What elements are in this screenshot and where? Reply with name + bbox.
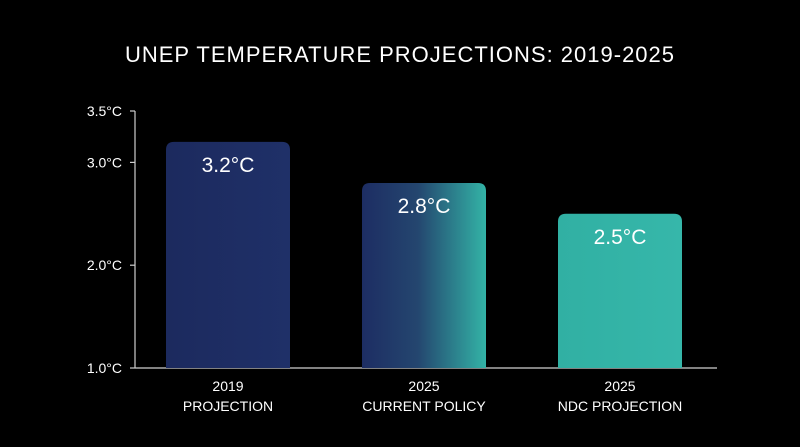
y-tick-label: 3.5°C xyxy=(87,103,122,119)
x-labels-group: 2019 PROJECTION 2025 CURRENT POLICY 2025 NDC … xyxy=(183,378,682,414)
x-category-label: 2019 xyxy=(212,378,243,394)
bar xyxy=(362,182,486,368)
x-category-label: PROJECTION xyxy=(183,398,273,414)
y-axis: 1.0°C 2.0°C 3.0°C 3.5°C xyxy=(87,103,136,376)
bar-value-label: 3.2°C xyxy=(202,154,255,177)
bar xyxy=(166,141,290,368)
x-category-label: 2025 xyxy=(408,378,439,394)
x-category-label: NDC PROJECTION xyxy=(558,398,682,414)
chart-title: UNEP TEMPERATURE PROJECTIONS: 2019-2025 xyxy=(124,42,676,67)
value-labels-group: 3.2°C 2.8°C 2.5°C xyxy=(202,154,647,249)
y-tick-label: 1.0°C xyxy=(87,360,122,376)
bar-value-label: 2.5°C xyxy=(594,226,647,249)
x-category-label: 2025 xyxy=(604,378,635,394)
bar-value-label: 2.8°C xyxy=(398,195,451,218)
bars-group xyxy=(166,141,682,368)
y-tick-label: 3.0°C xyxy=(87,154,122,170)
x-category-label: CURRENT POLICY xyxy=(362,398,486,414)
bar xyxy=(558,213,682,368)
y-tick-label: 2.0°C xyxy=(87,257,122,273)
